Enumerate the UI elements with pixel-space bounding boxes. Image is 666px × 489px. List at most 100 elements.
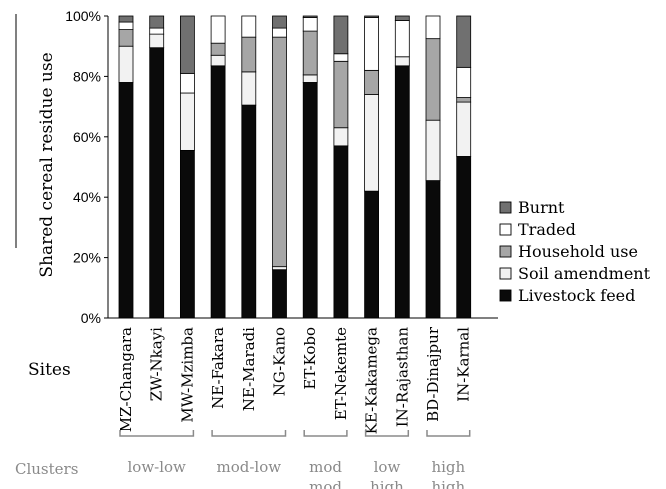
bar-segment — [149, 27, 165, 35]
bar-segment — [456, 101, 472, 157]
cluster-label: high — [370, 478, 404, 489]
cluster-label: low-low — [127, 458, 186, 476]
bar-segment — [302, 74, 318, 83]
legend-label: Livestock feed — [518, 286, 635, 305]
category-labels: MZ-Changara ZW-Nkayi MW-Mzimba NE-Fakara NE-… — [117, 326, 473, 434]
bar-segment — [394, 20, 410, 58]
cluster-groups: low-low mod-low mod mod low high high high — [119, 430, 471, 489]
legend-swatch — [499, 289, 512, 302]
y-tick-label: 80% — [73, 68, 101, 84]
y-tick-label: 60% — [73, 129, 101, 145]
cluster-label: high — [431, 478, 465, 489]
legend-label: Burnt — [518, 198, 565, 217]
y-axis-label: Shared cereal residue use — [37, 52, 57, 277]
y-axis: 0% 20% 40% 60% 80% 100% — [65, 8, 498, 326]
bar-segment — [179, 92, 195, 151]
bar-segment — [364, 15, 380, 18]
bar-segment — [272, 269, 287, 319]
sites-label: Sites — [28, 360, 71, 380]
category-label: NG-Kano — [271, 327, 289, 396]
category-label: MW-Mzimba — [178, 327, 196, 423]
bar-segment — [364, 190, 380, 319]
bar-segment — [179, 149, 195, 319]
bar-segment — [118, 29, 134, 47]
bar-segment — [272, 266, 287, 271]
y-tick-label: 100% — [65, 8, 101, 24]
bar-segment — [302, 30, 318, 76]
bar-segment — [118, 82, 134, 319]
bar-segment — [456, 15, 472, 68]
cluster-label: high — [431, 458, 465, 476]
bar-segment — [210, 54, 226, 67]
clusters-label: Clusters — [15, 460, 78, 478]
bar-segment — [272, 27, 287, 38]
bar-segment — [149, 15, 165, 29]
legend-swatch — [499, 267, 512, 280]
cluster-bracket — [303, 430, 348, 437]
bar-segment — [302, 17, 318, 32]
category-label: NE-Fakara — [209, 327, 227, 409]
y-tick-label: 40% — [73, 189, 101, 205]
bar-segment — [241, 36, 257, 73]
bar-segment — [118, 15, 134, 23]
bar-segment — [364, 17, 380, 71]
bar-segment — [149, 47, 165, 319]
category-label: KE-Kakamega — [363, 327, 381, 434]
bars-layer — [118, 15, 472, 319]
bar-segment — [425, 38, 441, 121]
bar-segment — [425, 119, 441, 181]
bar-segment — [302, 15, 318, 18]
bar-segment — [333, 145, 349, 319]
bar-segment — [333, 60, 349, 129]
y-tick-label: 20% — [73, 250, 101, 266]
cluster-label: mod — [309, 478, 342, 489]
bar-segment — [210, 15, 226, 44]
legend-label: Soil amendment — [518, 264, 651, 283]
bar-segment — [456, 66, 472, 98]
bar-segment — [425, 15, 441, 40]
category-label: MZ-Changara — [117, 327, 135, 432]
legend-label: Household use — [518, 242, 638, 261]
bar-segment — [272, 15, 287, 29]
legend-label: Traded — [518, 220, 576, 239]
category-label: ET-Kobo — [301, 327, 319, 390]
bar-segment — [456, 97, 472, 103]
bar-segment — [333, 53, 349, 62]
bar-segment — [333, 127, 349, 147]
bar-segment — [302, 82, 318, 319]
category-label: IN-Karnal — [455, 327, 473, 402]
bar-segment — [364, 69, 380, 95]
category-label: ZW-Nkayi — [148, 327, 166, 401]
bar-segment — [456, 156, 472, 319]
cluster-bracket — [211, 430, 287, 437]
bar-segment — [241, 104, 257, 319]
cluster-bracket — [426, 430, 471, 437]
category-label: NE-Maradi — [240, 327, 258, 411]
bar-segment — [179, 15, 195, 74]
cluster-bracket — [119, 430, 195, 437]
legend-swatch — [499, 245, 512, 258]
cluster-bracket — [364, 430, 410, 437]
bar-segment — [394, 56, 410, 67]
bar-segment — [118, 21, 134, 30]
y-tick-label: 0% — [81, 310, 101, 326]
bar-segment — [241, 71, 257, 106]
legend: Burnt Traded Household use Soil amendment Li… — [499, 198, 651, 305]
bar-segment — [394, 65, 410, 319]
bar-segment — [210, 65, 226, 319]
bar-segment — [333, 15, 349, 55]
cluster-label: mod-low — [217, 458, 282, 476]
cluster-label: low — [374, 458, 401, 476]
category-label: BD-Dinajpur — [424, 326, 442, 422]
legend-swatch — [499, 201, 512, 214]
bar-segment — [179, 72, 195, 94]
cluster-label: mod — [309, 458, 342, 476]
legend-swatch — [499, 223, 512, 236]
bar-segment — [241, 15, 257, 38]
category-label: IN-Rajasthan — [393, 327, 411, 428]
bar-segment — [425, 180, 441, 319]
bar-segment — [118, 45, 134, 83]
bar-segment — [394, 15, 410, 21]
bar-segment — [364, 94, 380, 192]
